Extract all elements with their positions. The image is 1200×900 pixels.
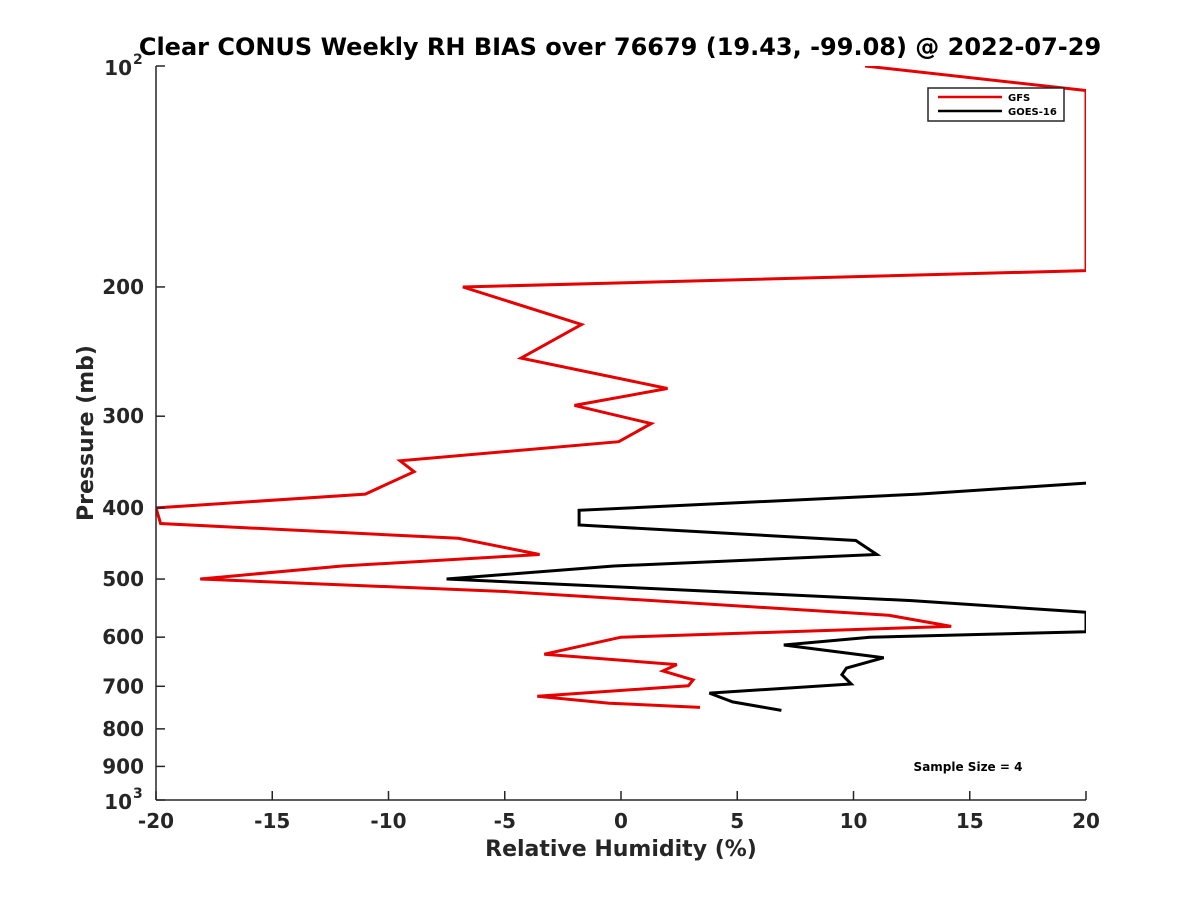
legend-label-goes16: GOES-16 [1008,107,1057,118]
series-line-gfs [156,66,1086,709]
y-tick-label: 200 [102,275,144,299]
y-tick-label: 900 [102,754,144,778]
y-tick-label: 700 [102,674,144,698]
chart-title: Clear CONUS Weekly RH BIAS over 76679 (1… [139,33,1101,61]
x-tick-label: 20 [1072,809,1100,833]
series-layer [156,66,1086,712]
y-tick-label: 600 [102,625,144,649]
y-tick-label: 800 [102,717,144,741]
y-tick-label: 10 [104,56,132,80]
y-tick-label: 400 [102,496,144,520]
legend: GFS GOES-16 [927,87,1065,122]
x-tick-label: -20 [138,809,174,833]
x-tick-label: -10 [370,809,406,833]
x-tick-label: 15 [956,809,984,833]
series-line-goes16 [446,481,1086,712]
x-tick-label: 0 [614,809,628,833]
y-tick-label: 10 [104,790,132,814]
sample-size-annotation: Sample Size = 4 [914,760,1023,774]
y-tick-exponent: 2 [133,52,143,68]
legend-label-gfs: GFS [1008,93,1030,104]
legend-box [927,87,1065,122]
x-axis-title: Relative Humidity (%) [485,837,757,862]
x-tick-label: 5 [730,809,744,833]
y-tick-label: 300 [102,404,144,428]
y-tick-label: 500 [102,567,144,591]
y-tick-exponent: 3 [133,786,143,802]
x-tick-label: -5 [494,809,516,833]
y-axis-title: Pressure (mb) [74,345,99,521]
x-tick-label: 10 [840,809,868,833]
x-ticks: -20 -15 -10 -5 0 5 10 15 20 [138,791,1100,833]
x-tick-label: -15 [254,809,290,833]
